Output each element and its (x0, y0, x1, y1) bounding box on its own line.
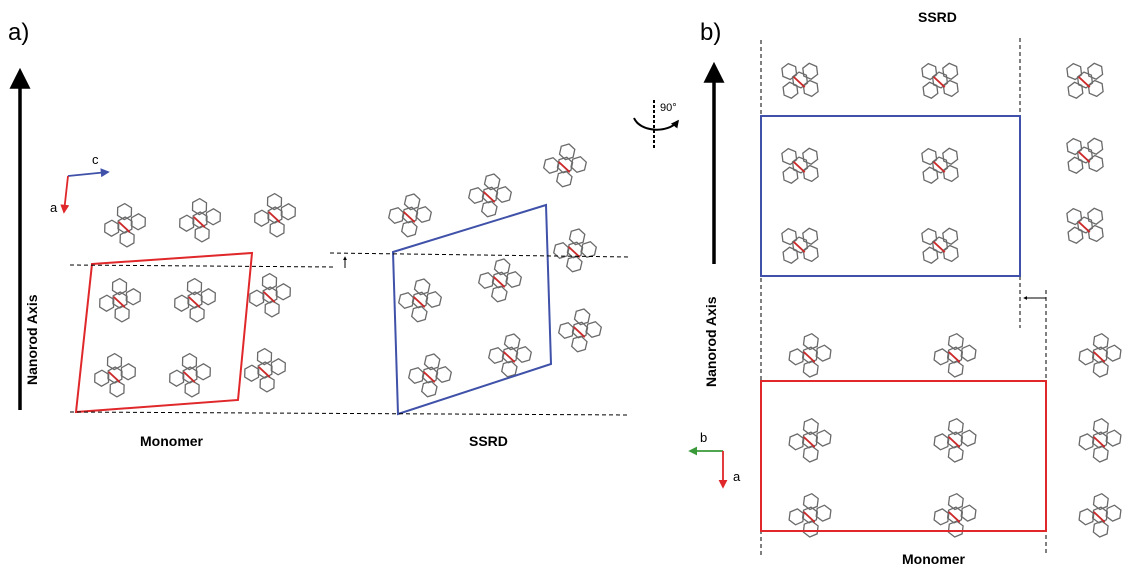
axis-c-label: c (92, 152, 99, 167)
ssrd-label-b: SSRD (918, 9, 957, 25)
molecule-icon (477, 258, 523, 303)
molecule-icon (1078, 332, 1122, 378)
molecule-icon (387, 193, 433, 238)
molecule-icon (542, 143, 588, 188)
rotation-label: 90° (660, 102, 677, 114)
molecule-icon (781, 147, 819, 184)
nanorod-axis-label-b: Nanorod Axis (703, 296, 719, 387)
axis-b-label: b (700, 430, 707, 445)
axis-a-arrow (60, 175, 70, 214)
molecule-icon (921, 227, 959, 264)
dashed-line-top-ssrd (329, 252, 631, 258)
axis-a-label: a (50, 200, 58, 215)
ssrd-unit-cell-b (760, 115, 1021, 277)
molecule-icon (467, 173, 513, 218)
molecule-icon (933, 417, 977, 463)
monomer-label-a: Monomer (140, 433, 204, 449)
molecule-icon (104, 202, 146, 248)
monomer-label-b: Monomer (902, 551, 966, 567)
monomer-molecules-a (94, 192, 296, 398)
molecule-icon (788, 332, 832, 378)
molecule-icon (1066, 62, 1104, 99)
molecule-icon (407, 353, 453, 398)
molecule-icon (254, 192, 296, 238)
molecule-icon (788, 492, 832, 538)
panel-a: a) Nanorod Axis c a Monomer SSRD (8, 19, 631, 449)
nanorod-axis-label-a: Nanorod Axis (24, 294, 40, 385)
monomer-molecules-b (788, 332, 1122, 538)
molecule-icon (781, 62, 819, 99)
ssrd-label-a: SSRD (469, 433, 508, 449)
molecule-icon (933, 332, 977, 378)
ssrd-unit-cell-a (391, 203, 553, 416)
molecule-icon (174, 277, 216, 323)
molecule-icon (1066, 137, 1104, 174)
molecule-icon (1066, 207, 1104, 244)
molecule-icon (99, 277, 141, 323)
molecule-icon (552, 228, 598, 273)
ssrd-molecules-a (387, 143, 603, 398)
molecule-icon (1078, 417, 1122, 463)
dashed-line-top-monomer (69, 264, 336, 268)
dashed-line-bottom (69, 411, 631, 416)
ssrd-molecules-b (781, 62, 1104, 264)
molecule-icon (921, 62, 959, 99)
rotation-symbol: 90° (633, 100, 679, 148)
molecule-icon (94, 352, 136, 398)
molecule-icon (169, 352, 211, 398)
axis-c-arrow (67, 168, 110, 178)
panel-b: b) SSRD Nanorod Axis b a Monomer (688, 9, 1122, 567)
molecule-icon (397, 278, 443, 323)
molecule-icon (788, 417, 832, 463)
molecule-icon (1078, 492, 1122, 538)
monomer-unit-cell-b (760, 380, 1047, 532)
molecule-icon (249, 272, 291, 318)
molecule-icon (487, 333, 533, 378)
rotation-arrow-icon (633, 117, 679, 131)
molecule-icon (781, 227, 819, 264)
molecule-icon (179, 197, 221, 243)
molecule-icon (557, 308, 603, 353)
axis-a-label-b: a (733, 469, 741, 484)
panel-a-label: a) (8, 19, 29, 46)
panel-b-label: b) (700, 19, 721, 46)
molecule-icon (244, 347, 286, 393)
molecule-icon (921, 147, 959, 184)
monomer-unit-cell-a (74, 251, 254, 414)
molecule-icon (933, 492, 977, 538)
